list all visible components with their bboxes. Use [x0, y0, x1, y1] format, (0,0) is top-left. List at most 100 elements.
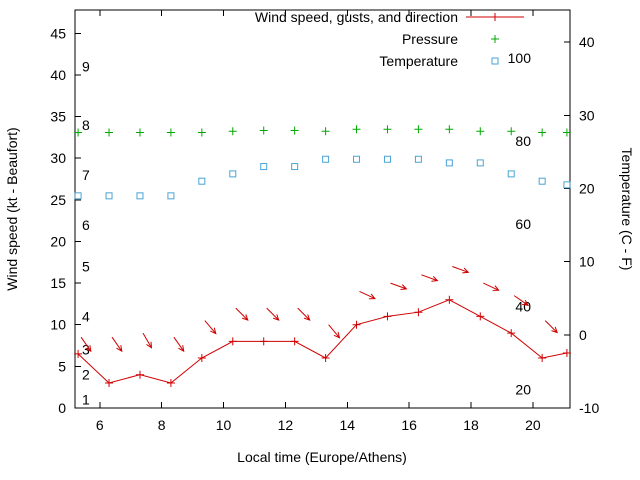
wind-direction-arrow [173, 336, 185, 353]
pressure-point [259, 126, 268, 135]
legend-label-temperature: Temperature [379, 53, 458, 69]
y-right-tick-label: 40 [579, 34, 595, 50]
inner-axis-label: 80 [515, 133, 531, 149]
x-tick-label: 20 [525, 417, 541, 433]
pressure-point [105, 128, 114, 137]
inner-axis-label: 100 [508, 50, 532, 66]
y-right-tick-label: -10 [579, 400, 599, 416]
y-right-axis-title: Temperature (C - F) [619, 148, 635, 271]
wind-direction-arrow [297, 307, 311, 321]
temperature-point [383, 155, 391, 163]
wind-speed-point [105, 379, 114, 388]
wind-speed-point [476, 312, 485, 321]
y-left-tick-label: 0 [58, 400, 66, 416]
wind-direction-arrow [452, 266, 470, 274]
wind-speed-point [562, 349, 571, 358]
wind-direction-arrow [142, 332, 153, 349]
temperature-point [538, 177, 546, 185]
x-tick-label: 10 [216, 417, 232, 433]
y-right-tick-label: 0 [579, 327, 587, 343]
inner-axis-label: 60 [515, 216, 531, 232]
pressure-point [414, 125, 423, 134]
temperature-point [445, 159, 453, 167]
y-left-tick-label: 45 [50, 25, 66, 41]
y-left-tick-label: 20 [50, 233, 66, 249]
y-left-tick-label: 5 [58, 358, 66, 374]
legend-marker-pressure [491, 35, 499, 43]
wind-direction-arrow [513, 295, 530, 306]
wind-direction-arrow [390, 282, 408, 290]
wind-speed-point [228, 337, 237, 346]
pressure-point [197, 128, 206, 137]
wind-direction-arrow [235, 307, 249, 321]
x-tick-label: 18 [463, 417, 479, 433]
wind-speed-point [414, 308, 423, 317]
wind-direction-arrow [483, 282, 500, 291]
pressure-point [476, 127, 485, 136]
pressure-point [562, 128, 571, 137]
beaufort-label: 7 [82, 167, 90, 183]
temperature-point [229, 170, 237, 178]
wind-speed-point [538, 354, 547, 363]
x-tick-label: 8 [158, 417, 166, 433]
pressure-point [321, 127, 330, 136]
beaufort-label: 1 [82, 392, 90, 408]
temperature-point [476, 159, 484, 167]
temperature-point [136, 192, 144, 200]
temperature-point [507, 170, 515, 178]
beaufort-label: 8 [82, 117, 90, 133]
temperature-point [167, 192, 175, 200]
temperature-point [353, 155, 361, 163]
beaufort-label: 5 [82, 258, 90, 274]
wind-speed-point [135, 370, 144, 379]
y-left-tick-label: 40 [50, 67, 66, 83]
y-right-tick-label: 10 [579, 254, 595, 270]
temperature-point [414, 155, 422, 163]
wind-speed-point [445, 295, 454, 304]
legend-label-wind: Wind speed, gusts, and direction [255, 9, 458, 25]
y-left-axis-title: Wind speed (kt - Beaufort) [4, 127, 20, 290]
beaufort-label: 2 [82, 367, 90, 383]
beaufort-label: 4 [82, 308, 90, 324]
y-left-tick-label: 25 [50, 192, 66, 208]
x-tick-label: 16 [401, 417, 417, 433]
wind-speed-point [259, 337, 268, 346]
pressure-point [445, 125, 454, 134]
wind-speed-point [352, 320, 361, 329]
x-tick-label: 14 [339, 417, 355, 433]
wind-speed-point [290, 337, 299, 346]
wind-speed-point [74, 349, 83, 358]
wind-speed-point [507, 329, 516, 338]
pressure-point [383, 125, 392, 134]
legend-label-pressure: Pressure [402, 31, 458, 47]
pressure-point [290, 126, 299, 135]
pressure-point [352, 125, 361, 134]
pressure-point [228, 127, 237, 136]
x-axis-title: Local time (Europe/Athens) [237, 449, 407, 465]
y-left-tick-label: 10 [50, 317, 66, 333]
y-left-tick-label: 35 [50, 109, 66, 125]
wind-speed-point [166, 379, 175, 388]
wind-direction-arrow [266, 307, 280, 321]
pressure-point [507, 127, 516, 136]
y-left-tick-label: 30 [50, 150, 66, 166]
temperature-point [198, 177, 206, 185]
wind-direction-arrow [328, 324, 341, 339]
pressure-point [166, 128, 175, 137]
y-right-tick-label: 20 [579, 181, 595, 197]
wind-direction-arrow [544, 320, 559, 334]
y-right-tick-label: 30 [579, 107, 595, 123]
plot-border [74, 9, 571, 409]
x-tick-label: 6 [96, 417, 104, 433]
wind-direction-arrow [80, 336, 92, 353]
wind-speed-point [197, 354, 206, 363]
temperature-point [105, 192, 113, 200]
pressure-point [538, 128, 547, 137]
wind-direction-arrow [204, 320, 217, 335]
wind-direction-arrow [359, 290, 376, 300]
wind-direction-arrow [111, 336, 123, 353]
temperature-point [322, 155, 330, 163]
wind-direction-arrow [421, 274, 439, 282]
